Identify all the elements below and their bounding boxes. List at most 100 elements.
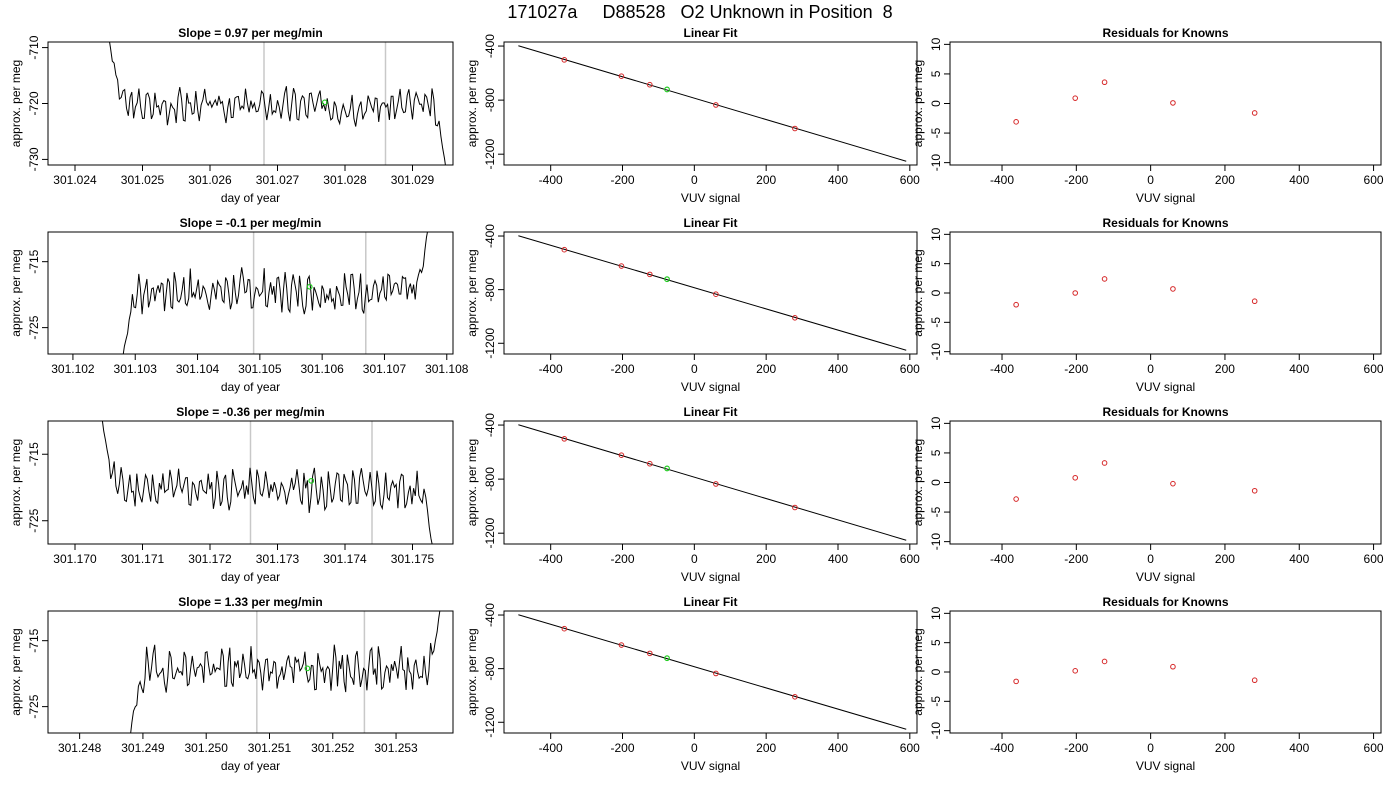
known-point (1251, 110, 1258, 116)
unknown-point (664, 276, 670, 283)
panel-title: Residuals for Knowns (1102, 216, 1228, 230)
y-tick-label: 5 (929, 260, 943, 267)
x-tick-label: 200 (756, 362, 776, 376)
known-point (1251, 487, 1258, 494)
x-tick-label: 200 (1215, 362, 1235, 376)
x-tick-label: 301.104 (176, 362, 220, 376)
known-point (1013, 678, 1019, 685)
known-point (561, 246, 568, 253)
x-tick-label: 301.102 (51, 362, 95, 376)
panel-r1-resid: Residuals for Knowns -400 -200 0 200 400 600 -1… (911, 26, 1384, 205)
panel-r3-resid: Residuals for Knowns -400 -200 0 200 400 600 -1… (911, 405, 1384, 584)
panel-r2-trace: Slope = -0.1 per meg/min 301.102 301.103 30… (9, 216, 469, 394)
x-tick-label: 400 (1289, 173, 1309, 187)
y-axis-label: approx. per meg (9, 628, 23, 715)
known-point (561, 625, 568, 632)
x-tick-label: 0 (691, 173, 698, 187)
x-tick-label: 301.029 (391, 173, 435, 187)
y-tick-label: -725 (27, 694, 41, 718)
known-point (647, 271, 653, 278)
panel-title: Slope = 0.97 per meg/min (178, 26, 322, 40)
y-tick-label: -1200 (483, 328, 497, 359)
known-point (713, 481, 719, 487)
panel-title: Residuals for Knowns (1102, 595, 1228, 609)
x-tick-label: 301.249 (121, 741, 165, 755)
x-tick-label: 301.107 (363, 362, 407, 376)
known-point (647, 460, 653, 467)
y-tick-label: -400 (483, 224, 497, 248)
panel-r2-fit: Linear Fit -400 -200 0 200 400 600 -400 -800 -120… (465, 216, 920, 394)
panel-frame (949, 610, 1382, 734)
y-axis-label: approx. per meg (911, 60, 925, 147)
x-tick-label: 301.105 (238, 362, 282, 376)
unknown-point (664, 655, 670, 662)
panel-title: Linear Fit (683, 216, 737, 230)
panel-r4-resid: Residuals for Knowns -400 -200 0 200 400 600 -1… (911, 595, 1384, 773)
known-point (1013, 496, 1019, 502)
x-tick-label: 301.026 (188, 173, 232, 187)
known-point (792, 125, 798, 132)
x-axis-label: VUV signal (681, 570, 740, 584)
panel-title: Residuals for Knowns (1102, 405, 1228, 419)
x-tick-label: 301.108 (425, 362, 469, 376)
plot-area (518, 235, 907, 351)
x-tick-label: 0 (691, 362, 698, 376)
fit-line (518, 614, 907, 730)
x-tick-label: -200 (1064, 741, 1088, 755)
known-point (618, 642, 625, 648)
x-tick-label: 301.170 (53, 552, 97, 566)
x-tick-label: 400 (828, 173, 848, 187)
x-tick-label: -400 (990, 173, 1014, 187)
known-point (1170, 286, 1176, 292)
signal-trace (130, 611, 441, 733)
x-tick-label: 301.028 (323, 173, 367, 187)
panel-r4-trace: Slope = 1.33 per meg/min 301.248 301.249 30… (9, 595, 454, 773)
x-tick-label: 200 (756, 552, 776, 566)
panel-frame (503, 231, 918, 355)
x-tick-label: 400 (1289, 362, 1309, 376)
x-tick-label: 301.024 (53, 173, 97, 187)
y-tick-label: -5 (929, 506, 943, 517)
panel-frame (949, 420, 1382, 545)
panel-frame (949, 41, 1382, 166)
y-tick-label: 0 (929, 289, 943, 296)
x-tick-label: 600 (1364, 362, 1384, 376)
plot-area (518, 614, 907, 730)
x-tick-label: 200 (1215, 173, 1235, 187)
y-tick-label: -400 (483, 413, 497, 437)
y-tick-label: -710 (27, 35, 41, 59)
x-axis-label: day of year (221, 570, 280, 584)
known-point (713, 291, 719, 298)
signal-trace (101, 421, 433, 544)
panel-r4-fit: Linear Fit -400 -200 0 200 400 600 -400 -800 -120… (465, 595, 920, 773)
x-tick-label: 600 (900, 741, 920, 755)
x-tick-label: -200 (610, 552, 634, 566)
y-tick-label: -10 (929, 343, 943, 361)
unknown-point (664, 86, 670, 93)
x-tick-label: -200 (1064, 552, 1088, 566)
y-tick-label: -800 (483, 88, 497, 112)
plot-area (1013, 276, 1258, 308)
x-tick-label: -400 (990, 362, 1014, 376)
x-tick-label: 301.173 (256, 552, 300, 566)
known-point (1170, 100, 1176, 106)
panel-r3-fit: Linear Fit -400 -200 0 200 400 600 -400 -800 -120… (465, 405, 920, 584)
x-axis-label: VUV signal (1136, 380, 1195, 394)
x-tick-label: 301.248 (58, 741, 102, 755)
x-tick-label: -400 (539, 552, 563, 566)
x-tick-label: 301.250 (185, 741, 229, 755)
y-tick-label: -10 (929, 533, 943, 551)
x-tick-label: -400 (539, 362, 563, 376)
y-tick-label: -5 (929, 696, 943, 707)
panel-frame (47, 610, 454, 734)
known-point (713, 102, 719, 108)
x-tick-label: 600 (900, 552, 920, 566)
y-axis-label: approx. per meg (465, 60, 479, 147)
y-tick-label: -5 (929, 127, 943, 138)
x-tick-label: 0 (691, 552, 698, 566)
known-point (647, 81, 653, 88)
panel-frame (47, 420, 454, 545)
known-point (792, 504, 798, 511)
fit-line (518, 235, 907, 351)
